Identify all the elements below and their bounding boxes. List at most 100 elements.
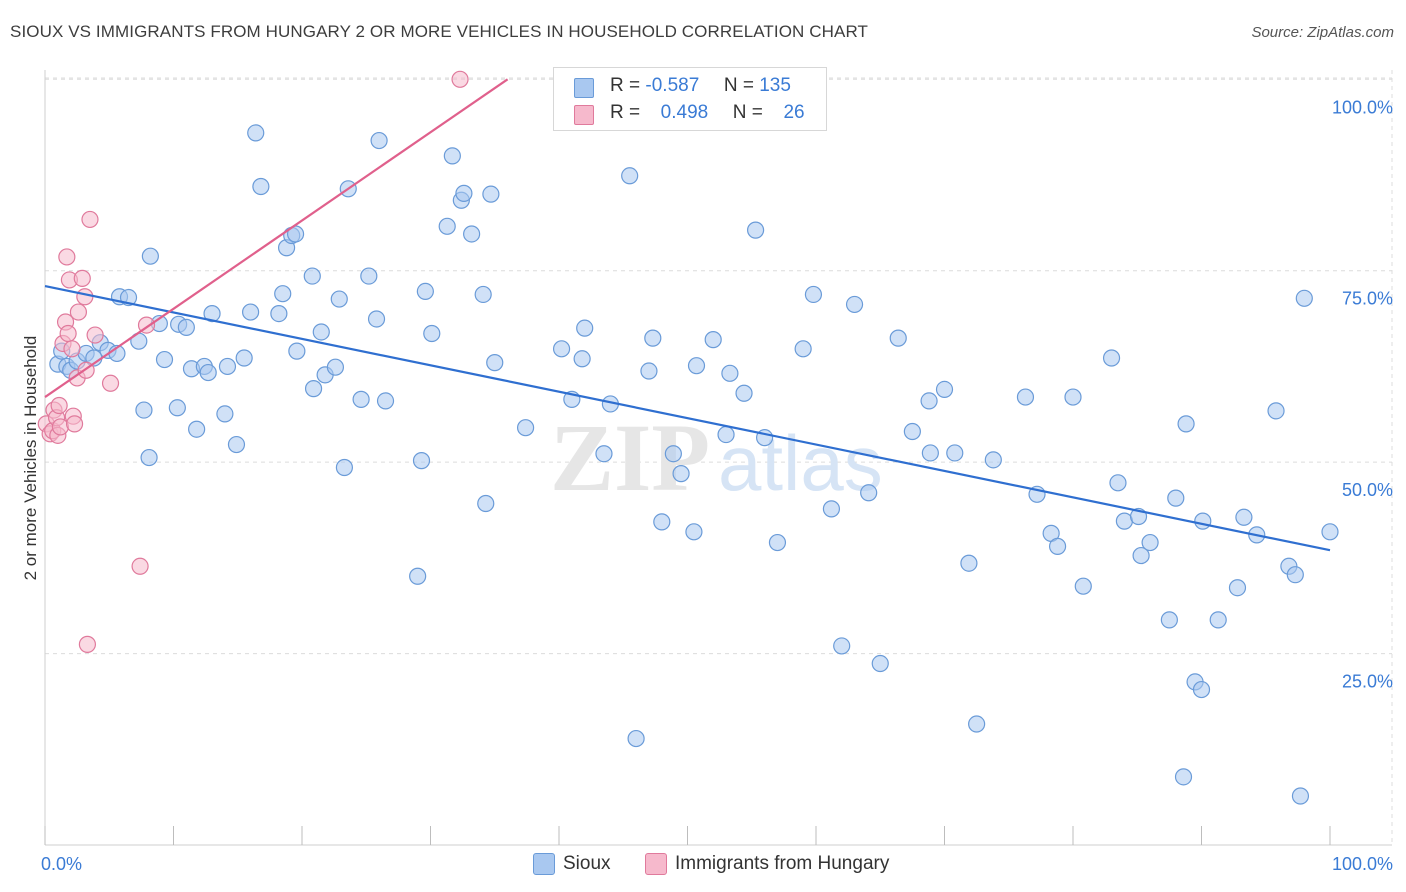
hungary-point (131, 557, 149, 575)
sioux-point (1228, 579, 1247, 597)
sioux-point (274, 285, 292, 303)
sioux-point (653, 513, 671, 531)
sioux-point (1167, 489, 1185, 507)
sioux-point (352, 390, 370, 408)
sioux-point (871, 654, 889, 673)
legend-n-value-sioux: 135 (759, 75, 791, 96)
x-tick-label-start: 0.0% (41, 854, 82, 874)
sioux-point (1194, 512, 1212, 530)
sioux-point (242, 303, 260, 321)
sioux-trend-line (44, 284, 1331, 552)
sioux-point (1074, 577, 1092, 595)
sioux-point (721, 364, 739, 382)
sioux-point (1321, 523, 1339, 541)
sioux-point (288, 342, 306, 360)
sioux-point (1141, 533, 1159, 552)
sioux-point (845, 295, 864, 314)
grid-layer (45, 70, 1393, 845)
sioux-point (903, 422, 921, 441)
legend-swatch-hungary (574, 105, 594, 125)
sioux-point (672, 465, 690, 483)
sioux-point (1235, 508, 1253, 526)
hungary-point (59, 324, 77, 343)
series-label-sioux: Sioux (563, 853, 611, 874)
sioux-point (304, 380, 323, 398)
sioux-point (177, 318, 195, 336)
sioux-point (270, 305, 288, 323)
sioux-point (1048, 537, 1067, 555)
sioux-point (474, 285, 492, 304)
series-swatch-hungary (645, 853, 667, 875)
sioux-point (794, 340, 812, 358)
sioux-point (921, 444, 939, 462)
sioux-point (1209, 611, 1227, 629)
sioux-point (1295, 289, 1313, 307)
sioux-point (218, 357, 237, 376)
watermark: ZIP atlas (550, 404, 883, 511)
legend-n-label: N = (732, 102, 763, 123)
y-tick-label: 75.0% (1342, 289, 1393, 309)
sioux-point (1109, 474, 1127, 492)
sioux-point (1064, 388, 1082, 406)
sioux-point (135, 401, 153, 419)
sioux-point (640, 362, 658, 380)
hungary-point (51, 418, 70, 436)
hungary-point (73, 269, 91, 287)
sioux-point (188, 420, 206, 438)
sioux-point (573, 350, 591, 368)
sioux-point (889, 329, 907, 347)
trend-layer (44, 78, 1331, 552)
hungary-point (81, 210, 99, 229)
sioux-point (595, 445, 613, 463)
legend-r-label: R = (610, 75, 641, 96)
watermark-zip: ZIP (550, 404, 710, 511)
sioux-point (1291, 787, 1310, 805)
watermark-atlas: atlas (718, 419, 883, 507)
sioux-point (1267, 402, 1285, 420)
sioux-point (423, 324, 441, 343)
sioux-point (370, 131, 388, 150)
axis-layer: 25.0% 50.0% 75.0% 100.0% (44, 70, 1393, 846)
sioux-point (768, 533, 787, 552)
chart-source: Source: ZipAtlas.com (1251, 24, 1394, 41)
sioux-point (455, 184, 473, 202)
sioux-point (486, 354, 504, 372)
hungary-point (451, 70, 469, 88)
sioux-point (252, 177, 270, 196)
sioux-point (140, 448, 158, 467)
hungary-point (76, 288, 94, 306)
sioux-point (303, 267, 321, 285)
series-swatch-sioux (533, 853, 555, 875)
sioux-point (747, 221, 765, 239)
hungary-point (69, 303, 88, 321)
sioux-point (627, 729, 645, 748)
chart-title: SIOUX VS IMMIGRANTS FROM HUNGARY 2 OR MO… (10, 22, 869, 41)
sioux-point (935, 380, 954, 399)
sioux-point (438, 217, 456, 235)
sioux-point (920, 392, 938, 410)
legend-r-value-sioux: -0.587 (645, 75, 700, 96)
legend-r-value-hungary: 0.498 (660, 102, 709, 123)
hungary-point (58, 248, 76, 266)
sioux-point (704, 331, 722, 349)
y-tick-label: 100.0% (1332, 97, 1393, 117)
sioux-point (1160, 611, 1178, 629)
sioux-point (235, 349, 253, 367)
sioux-point (416, 282, 434, 300)
hungary-point (50, 396, 68, 415)
sioux-point (227, 435, 246, 454)
sioux-point (644, 329, 662, 347)
sioux-point (552, 340, 571, 358)
sioux-point (409, 567, 427, 585)
sioux-point (155, 350, 174, 369)
sioux-point (168, 399, 186, 417)
sioux-point (1177, 415, 1195, 433)
legend-n-value-hungary: 26 (783, 102, 805, 123)
hungary-point (78, 635, 97, 653)
hungary-point (101, 374, 120, 392)
sioux-point (576, 319, 594, 337)
sioux-point (621, 167, 639, 185)
sioux-point (463, 225, 481, 243)
sioux-point (1286, 566, 1304, 584)
hungary-trend-line (44, 78, 509, 398)
